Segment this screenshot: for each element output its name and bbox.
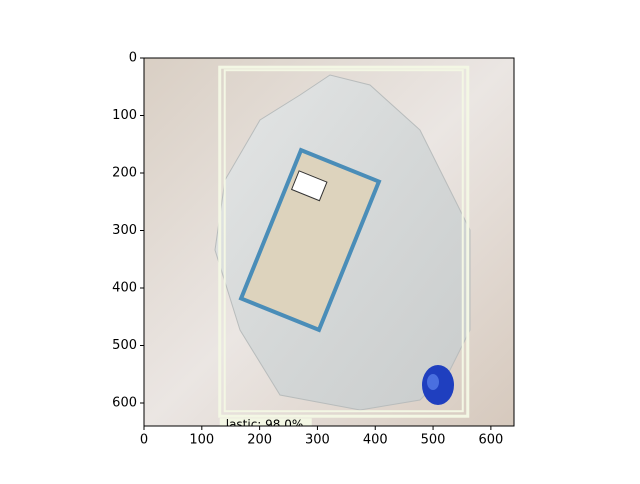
axes-frame [143,57,515,427]
y-tick-label: 100 [112,108,137,123]
y-tick-label: 600 [112,396,137,411]
box-label: lastic: 98.0% [226,418,304,432]
x-tick-label: 0 [140,433,148,448]
y-tick-label: 400 [112,281,137,296]
bounding-box-inner [223,69,464,413]
y-tick-label: 0 [129,51,137,66]
x-tick-label: 500 [421,433,446,448]
y-tick-label: 500 [112,338,137,353]
x-tick-label: 200 [247,433,272,448]
photo [144,58,514,426]
bounding-box [218,65,470,418]
x-tick-label: 300 [305,433,330,448]
x-tick-label: 600 [478,433,503,448]
y-tick-label: 300 [112,223,137,238]
x-tick-label: 100 [189,433,214,448]
y-tick-label: 200 [112,166,137,181]
detections: lastic: 98.0% [218,65,470,432]
x-tick-label: 400 [363,433,388,448]
box-label-bg [219,418,312,426]
